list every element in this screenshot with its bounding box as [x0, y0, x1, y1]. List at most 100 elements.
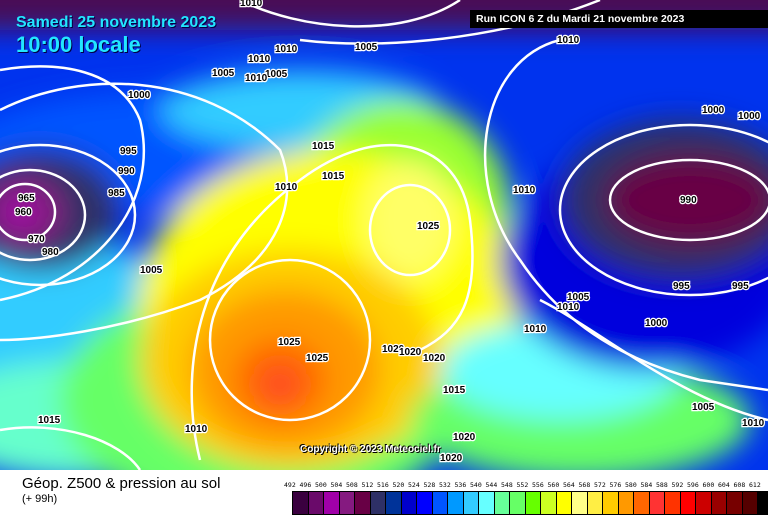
scale-label: 596	[687, 481, 699, 489]
scale-swatch	[479, 492, 495, 514]
scale-swatch	[572, 492, 588, 514]
isobar-label: 960	[15, 207, 32, 218]
scale-swatch	[711, 492, 727, 514]
scale-swatch	[556, 492, 572, 514]
scale-swatch	[510, 492, 526, 514]
scale-swatch	[370, 492, 386, 514]
scale-label: 516	[377, 481, 389, 489]
map-title: Géop. Z500 & pression au sol	[22, 475, 221, 492]
isobar-label: 1020	[382, 344, 405, 355]
forecast-lead-time: (+ 99h)	[22, 493, 58, 505]
scale-label: 524	[408, 481, 420, 489]
scale-label: 556	[532, 481, 544, 489]
scale-label: 592	[671, 481, 684, 489]
isobar-label: 1005	[140, 265, 163, 276]
legend-footer: Géop. Z500 & pression au sol (+ 99h) 492…	[0, 470, 768, 515]
isobar-label: 1010	[245, 73, 268, 84]
weather-map: 1010 1010 1005 1010 1010 1005 1005 1010 1000 995 9…	[0, 0, 768, 470]
scale-swatch	[742, 492, 758, 514]
isobar-label: 1015	[38, 415, 61, 426]
scale-label: 576	[609, 481, 622, 489]
scale-swatch	[355, 492, 371, 514]
isobar-label: 1010	[742, 418, 765, 429]
copyright: Copyright © 2023 Meteociel.fr	[300, 444, 441, 455]
scale-label: 572	[594, 481, 606, 489]
scale-label: 568	[578, 481, 591, 489]
scale-swatch	[587, 492, 603, 514]
scale-swatch	[727, 492, 743, 514]
isobar-label: 970	[28, 234, 45, 245]
scale-label: 540	[470, 481, 482, 489]
scale-swatch	[386, 492, 402, 514]
scale-label: 588	[656, 481, 668, 489]
scale-label: 520	[392, 481, 405, 489]
forecast-time: 10:00 locale	[16, 32, 141, 57]
scale-label: 608	[733, 481, 746, 489]
scale-swatch	[417, 492, 433, 514]
isobar-label: 1015	[443, 385, 466, 396]
scale-label: 560	[547, 481, 560, 489]
model-run-banner: Run ICON 6 Z du Mardi 21 novembre 2023	[470, 10, 768, 28]
isobar-label: 990	[680, 195, 697, 206]
scale-label: 564	[563, 481, 575, 489]
scale-label: 580	[625, 481, 637, 489]
isobar-label: 1005	[212, 68, 235, 79]
scale-label: 612	[749, 481, 761, 489]
isobar-label: 1015	[312, 141, 335, 152]
scale-swatch	[618, 492, 634, 514]
isobar-label: 1005	[567, 292, 590, 303]
scale-swatch	[603, 492, 619, 514]
isobar-label: 1005	[692, 402, 715, 413]
isobar-label: 985	[108, 188, 125, 199]
isobar-label: 1025	[306, 353, 329, 364]
scale-label: 600	[702, 481, 715, 489]
scale-label: 536	[454, 481, 467, 489]
scale-label: 492	[284, 481, 296, 489]
scale-swatch	[696, 492, 712, 514]
forecast-date: Samedi 25 novembre 2023	[16, 14, 217, 31]
scale-label: 512	[361, 481, 374, 489]
isobar-label: 1020	[399, 347, 422, 358]
scale-swatch	[463, 492, 479, 514]
isobar-label: 990	[118, 166, 135, 177]
isobar-label: 1015	[322, 171, 345, 182]
isobar-label: 1020	[440, 453, 463, 464]
scale-swatch	[308, 492, 324, 514]
isobar-label: 1010	[275, 44, 298, 55]
scale-swatch	[665, 492, 681, 514]
scale-swatch	[324, 492, 340, 514]
scale-label: 532	[439, 481, 451, 489]
isobar-label: 1010	[557, 302, 580, 313]
scale-swatch	[680, 492, 696, 514]
isobar-label: 995	[120, 146, 137, 157]
scale-swatch	[401, 492, 417, 514]
scale-label: 496	[299, 481, 312, 489]
scale-label: 552	[516, 481, 529, 489]
isobar-label: 1010	[557, 35, 580, 46]
isobar-label: 1000	[702, 105, 725, 116]
color-scale-labels: 492 496 500 504 508 512 516 520 524 528 532 536 540 5…	[284, 481, 765, 489]
isobar-label: 1005	[265, 69, 288, 80]
isobar-label: 1010	[513, 185, 536, 196]
scale-label: 548	[501, 481, 513, 489]
isobar-label: 1020	[453, 432, 476, 443]
scale-swatch	[541, 492, 557, 514]
scale-swatch	[432, 492, 448, 514]
scale-label: 528	[423, 481, 436, 489]
isobar-label: 1010	[185, 424, 208, 435]
isobar-label: 1000	[738, 111, 761, 122]
isobar-label: 965	[18, 193, 35, 204]
scale-swatch	[634, 492, 650, 514]
scale-swatch	[758, 492, 768, 514]
isobar-label: 1025	[278, 337, 301, 348]
isobar-label: 995	[673, 281, 690, 292]
isobar-label: 1000	[645, 318, 668, 329]
scale-swatch	[339, 492, 355, 514]
isobar-label: 1000	[128, 90, 151, 101]
isobar-label: 1010	[248, 54, 271, 65]
scale-label: 500	[315, 481, 327, 489]
color-scale	[292, 491, 768, 515]
scale-label: 584	[640, 481, 653, 489]
